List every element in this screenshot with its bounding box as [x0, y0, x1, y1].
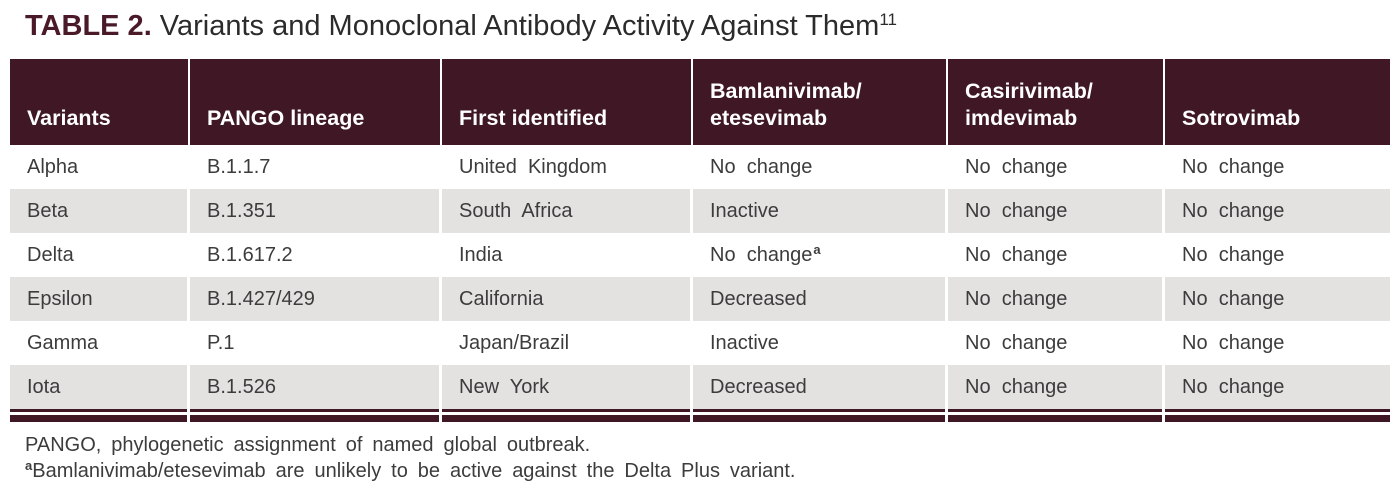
rule-segment: [10, 415, 190, 422]
table-bottom-rule-thin: [10, 409, 1390, 412]
table-row-epsilon: Epsilon B.1.427/429 California Decreased…: [10, 277, 1390, 321]
variants-antibody-table: Variants PANGO lineage First identified …: [10, 59, 1390, 422]
footnote-note-marker: a: [25, 458, 33, 473]
cell-casirivimab-imdevimab: No change: [948, 277, 1165, 321]
column-header-first-identified: First identified: [442, 59, 693, 145]
cell-variant: Beta: [10, 189, 190, 233]
cell-variant: Delta: [10, 233, 190, 277]
table-row-alpha: Alpha B.1.1.7 United Kingdom No change N…: [10, 145, 1390, 189]
cell-pango-lineage: B.1.427/429: [190, 277, 442, 321]
table-row-beta: Beta B.1.351 South Africa Inactive No ch…: [10, 189, 1390, 233]
table-figure: TABLE 2. Variants and Monoclonal Antibod…: [0, 8, 1400, 488]
rule-segment: [190, 415, 442, 422]
table-row-iota: Iota B.1.526 New York Decreased No chang…: [10, 365, 1390, 409]
footnote-note: aBamlanivimab/etesevimab are unlikely to…: [25, 458, 1400, 486]
cell-variant: Iota: [10, 365, 190, 409]
cell-bamlanivimab-etesevimab: Decreased: [693, 365, 948, 409]
cell-bamlanivimab-etesevimab: No change: [693, 145, 948, 189]
reference-superscript: 11: [879, 10, 897, 29]
cell-first-identified: South Africa: [442, 189, 693, 233]
table-footnotes: PANGO, phylogenetic assignment of named …: [25, 432, 1400, 486]
rule-segment: [442, 409, 693, 412]
cell-first-identified: United Kingdom: [442, 145, 693, 189]
cell-casirivimab-imdevimab: No change: [948, 365, 1165, 409]
cell-casirivimab-imdevimab: No change: [948, 321, 1165, 365]
footnote-note-text: Bamlanivimab/etesevimab are unlikely to …: [32, 460, 796, 482]
footnote-abbreviation: PANGO, phylogenetic assignment of named …: [25, 434, 591, 456]
cell-pango-lineage: B.1.351: [190, 189, 442, 233]
cell-bamlanivimab-etesevimab: Inactive: [693, 321, 948, 365]
cell-sotrovimab: No change: [1165, 277, 1390, 321]
column-header-bamlanivimab-etesevimab: Bamlanivimab/ etesevimab: [693, 59, 948, 145]
cell-bamlanivimab-etesevimab: Inactive: [693, 189, 948, 233]
cell-value: No change: [710, 243, 813, 266]
cell-variant: Epsilon: [10, 277, 190, 321]
cell-casirivimab-imdevimab: No change: [948, 145, 1165, 189]
cell-first-identified: India: [442, 233, 693, 277]
column-header-sotrovimab: Sotrovimab: [1165, 59, 1390, 145]
rule-segment: [190, 409, 442, 412]
cell-pango-lineage: B.1.617.2: [190, 233, 442, 277]
column-header-variants: Variants: [10, 59, 190, 145]
column-header-pango-lineage: PANGO lineage: [190, 59, 442, 145]
cell-bamlanivimab-etesevimab: No change a: [693, 233, 948, 277]
cell-first-identified: California: [442, 277, 693, 321]
column-header-casirivimab-imdevimab: Casirivimab/ imdevimab: [948, 59, 1165, 145]
cell-first-identified: New York: [442, 365, 693, 409]
table-row-gamma: Gamma P.1 Japan/Brazil Inactive No chang…: [10, 321, 1390, 365]
cell-bamlanivimab-etesevimab: Decreased: [693, 277, 948, 321]
rule-segment: [1165, 415, 1390, 422]
cell-variant: Alpha: [10, 145, 190, 189]
cell-variant: Gamma: [10, 321, 190, 365]
table-title: TABLE 2. Variants and Monoclonal Antibod…: [25, 8, 1400, 48]
cell-sotrovimab: No change: [1165, 365, 1390, 409]
table-number-label: TABLE 2.: [25, 10, 152, 42]
cell-first-identified: Japan/Brazil: [442, 321, 693, 365]
rule-segment: [442, 415, 693, 422]
rule-segment: [693, 415, 948, 422]
cell-casirivimab-imdevimab: No change: [948, 233, 1165, 277]
cell-sotrovimab: No change: [1165, 189, 1390, 233]
cell-sotrovimab: No change: [1182, 243, 1285, 266]
rule-segment: [948, 415, 1165, 422]
cell-pango-lineage: B.1.526: [190, 365, 442, 409]
cell-pango-lineage: P.1: [190, 321, 442, 365]
footnote-marker-superscript: a: [813, 241, 821, 257]
rule-segment: [1165, 409, 1390, 412]
cell-sotrovimab: No change: [1182, 155, 1285, 178]
table-caption-text: Variants and Monoclonal Antibody Activit…: [151, 10, 880, 42]
cell-pango-lineage: B.1.1.7: [190, 145, 442, 189]
table-bottom-rule-thick: [10, 415, 1390, 422]
cell-sotrovimab: No change: [1182, 331, 1285, 354]
rule-segment: [693, 409, 948, 412]
table-row-delta: Delta B.1.617.2 India No change a No chan…: [10, 233, 1390, 277]
rule-segment: [10, 409, 190, 412]
cell-casirivimab-imdevimab: No change: [948, 189, 1165, 233]
header-row: Variants PANGO lineage First identified …: [10, 59, 1390, 145]
rule-segment: [948, 409, 1165, 412]
